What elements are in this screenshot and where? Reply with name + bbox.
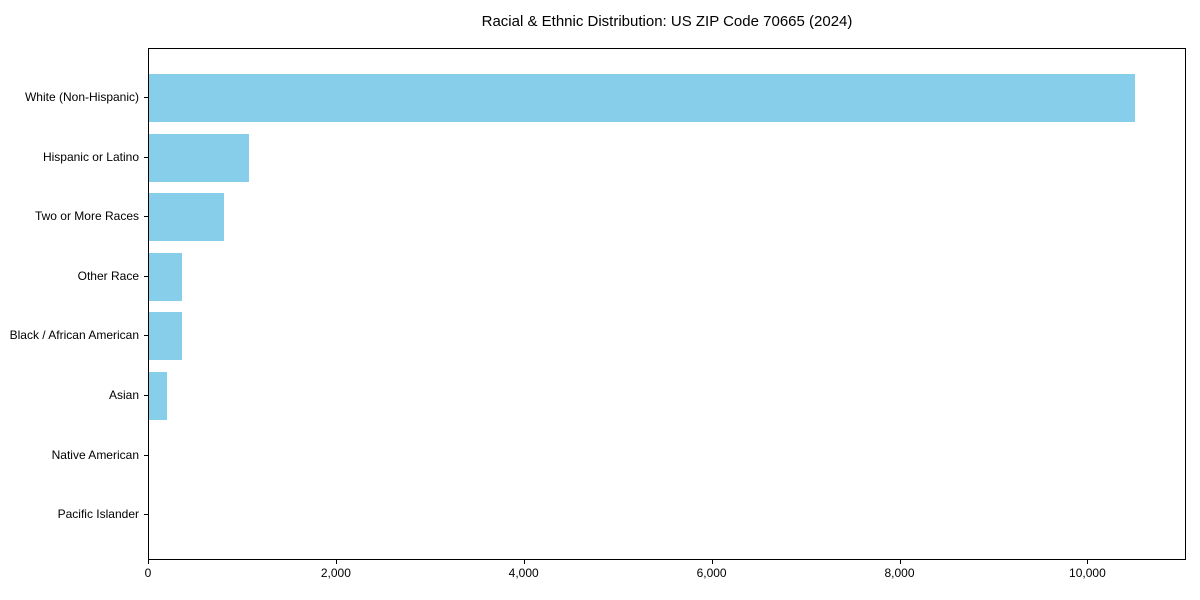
y-tick-mark (144, 514, 148, 516)
plot-area (148, 48, 1186, 560)
y-tick-label: Two or More Races (34, 209, 139, 224)
x-tick-mark (1087, 560, 1089, 564)
x-tick-label: 2,000 (320, 566, 351, 580)
y-tick-mark (144, 275, 148, 277)
bar (149, 193, 225, 242)
bar (149, 74, 1136, 122)
y-tick-label: Other Race (77, 268, 139, 283)
x-tick-mark (148, 560, 149, 564)
x-tick-mark (899, 560, 901, 564)
x-tick-label: 4,000 (508, 566, 539, 580)
y-tick-label: Pacific Islander (57, 507, 139, 522)
x-tick-label: 10,000 (1069, 566, 1106, 580)
x-tick-mark (711, 560, 713, 564)
y-tick-mark (144, 216, 148, 218)
y-tick-mark (144, 395, 148, 396)
y-tick-mark (144, 156, 148, 158)
y-tick-label: Asian (108, 388, 139, 402)
x-tick-label: 8,000 (884, 566, 915, 580)
y-tick-mark (144, 335, 148, 337)
y-tick-mark (144, 97, 148, 98)
bar (149, 133, 249, 182)
y-tick-label: Black / African American (9, 328, 139, 343)
x-tick-mark (523, 560, 525, 564)
bar (149, 312, 182, 361)
y-tick-label: Hispanic or Latino (42, 149, 139, 164)
x-tick-mark (335, 560, 337, 564)
y-tick-mark (144, 454, 148, 456)
bar (149, 252, 182, 301)
x-tick-label: 6,000 (696, 566, 727, 580)
bar (149, 372, 167, 420)
y-tick-label: Native American (51, 447, 139, 462)
x-tick-label: 0 (144, 566, 152, 580)
y-tick-label: White (Non-Hispanic) (24, 90, 139, 104)
chart-title: Racial & Ethnic Distribution: US ZIP Cod… (481, 13, 853, 30)
